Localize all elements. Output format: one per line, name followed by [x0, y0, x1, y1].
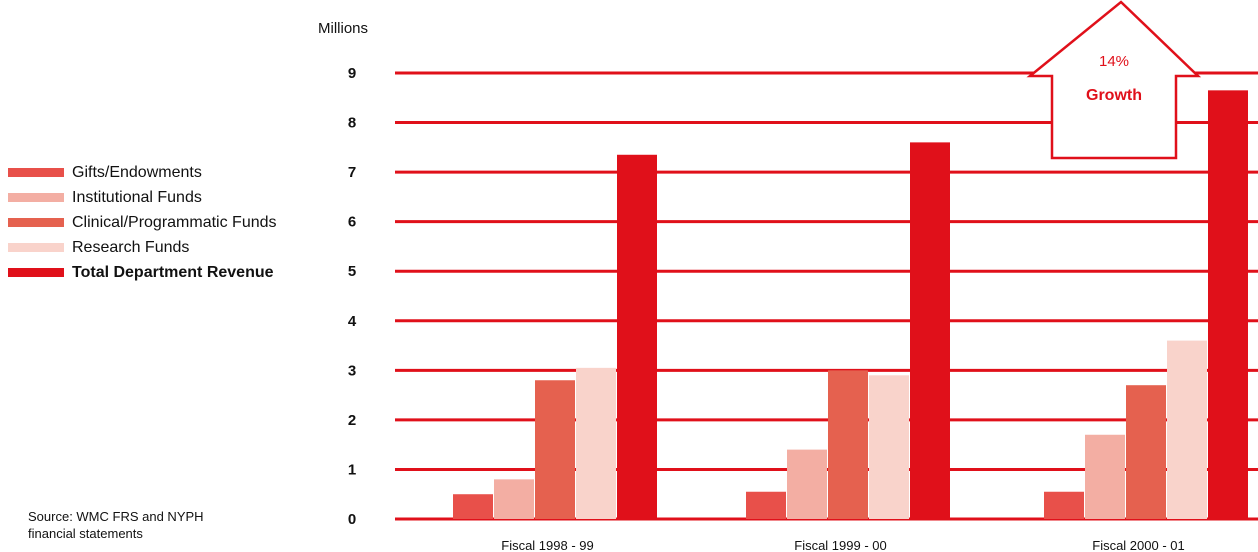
growth-arrow [1026, 0, 1202, 160]
legend-item-research: Research Funds [8, 235, 277, 260]
bar-0-1 [746, 491, 786, 519]
legend-swatch-research [8, 243, 64, 252]
bar-0-2 [1044, 491, 1084, 519]
legend-label-total: Total Department Revenue [72, 263, 274, 281]
bar-1-2 [1085, 434, 1125, 519]
legend-item-total: Total Department Revenue [8, 260, 277, 285]
y-tick-label-7: 7 [348, 164, 356, 181]
bar-1-1 [787, 449, 827, 519]
bar-1-0 [494, 479, 534, 519]
legend-swatch-total [8, 268, 64, 277]
bar-2-2 [1126, 385, 1166, 519]
bar-4-2 [1208, 90, 1248, 519]
legend-swatch-gifts [8, 168, 64, 177]
x-tick-label-1: Fiscal 1999 - 00 [794, 538, 887, 552]
x-tick-label-0: Fiscal 1998 - 99 [501, 538, 594, 552]
bar-2-0 [535, 380, 575, 519]
legend-item-institutional: Institutional Funds [8, 185, 277, 210]
bar-4-0 [617, 154, 657, 519]
bar-3-0 [576, 367, 616, 519]
y-tick-label-6: 6 [348, 214, 356, 231]
y-tick-label-3: 3 [348, 362, 356, 379]
legend: Gifts/Endowments Institutional Funds Cli… [8, 160, 277, 285]
bar-2-1 [828, 370, 868, 519]
source-line-2: financial statements [28, 526, 143, 541]
growth-annotation-line-2: Growth [1086, 87, 1142, 104]
y-tick-label-0: 0 [348, 511, 356, 528]
y-tick-label-9: 9 [348, 65, 356, 82]
y-tick-label-4: 4 [348, 313, 357, 330]
legend-label-gifts: Gifts/Endowments [72, 163, 202, 181]
growth-annotation-line-1: 14% [1099, 53, 1129, 70]
y-tick-label-8: 8 [348, 115, 356, 132]
y-axis-label: Millions [318, 20, 369, 37]
bar-0-0 [453, 494, 493, 519]
legend-swatch-clinical [8, 218, 64, 227]
x-tick-label-2: Fiscal 2000 - 01 [1092, 538, 1185, 552]
source-line-1: Source: WMC FRS and NYPH [28, 509, 204, 524]
bar-3-2 [1167, 340, 1207, 519]
legend-label-research: Research Funds [72, 238, 190, 256]
y-tick-label-2: 2 [348, 412, 356, 429]
y-tick-label-5: 5 [348, 263, 356, 280]
y-tick-label-1: 1 [348, 461, 356, 478]
legend-item-gifts: Gifts/Endowments [8, 160, 277, 185]
legend-swatch-institutional [8, 193, 64, 202]
legend-item-clinical: Clinical/Programmatic Funds [8, 210, 277, 235]
legend-label-institutional: Institutional Funds [72, 188, 202, 206]
source-note: Source: WMC FRS and NYPH financial state… [28, 508, 308, 542]
legend-label-clinical: Clinical/Programmatic Funds [72, 213, 277, 231]
bar-3-1 [869, 375, 909, 519]
bar-4-1 [910, 142, 950, 519]
